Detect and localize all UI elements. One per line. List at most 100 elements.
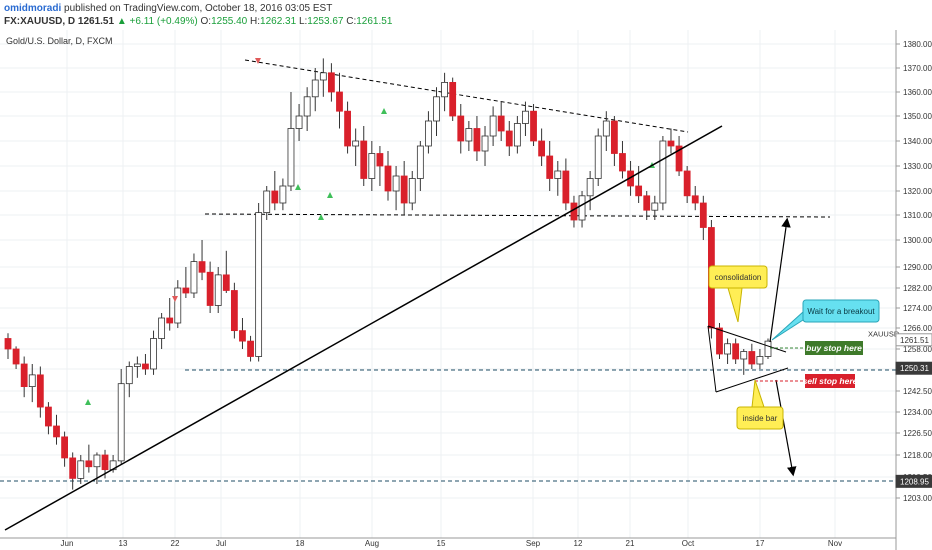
candle-body	[133, 363, 141, 367]
candle-body	[441, 82, 448, 98]
chart-title: Gold/U.S. Dollar, D, FXCM	[6, 36, 113, 46]
inside-bar-callout-tail	[751, 379, 765, 408]
triangle-lower	[715, 367, 789, 393]
candle-body	[117, 383, 125, 462]
price-badge	[895, 333, 932, 347]
candle-body	[716, 327, 723, 355]
candle-body	[263, 190, 271, 214]
candle-body	[748, 351, 756, 365]
candle-body	[4, 338, 12, 350]
time-tick-label: Oct	[682, 539, 695, 548]
candle-body	[505, 130, 513, 147]
candle-body	[12, 348, 20, 365]
time-tick-label: Jun	[61, 539, 74, 548]
publish-line: omidmoradi published on TradingView.com,…	[4, 3, 332, 14]
candle-body	[497, 115, 505, 132]
candle-body	[392, 175, 400, 192]
candle-body	[158, 317, 166, 339]
candle-body	[150, 338, 157, 370]
buy-stop-label-bg	[805, 341, 863, 355]
price-tick-label: 1266.00	[903, 324, 932, 333]
sell-signal-icon	[172, 296, 178, 302]
price-tick-label: 1226.50	[903, 429, 932, 438]
candle-body	[554, 170, 562, 179]
candle-body	[20, 363, 28, 388]
published-text: published on TradingView.com, October 18…	[64, 3, 333, 14]
candle-body	[319, 72, 327, 81]
candle-body	[578, 195, 586, 221]
consolidation-callout-tail	[727, 287, 743, 323]
price-axis[interactable]: 1380.00 1370.00 1360.00 1350.00 1340.00 1330.…	[895, 30, 932, 550]
breakout-callout-box	[802, 299, 880, 323]
sell-signal-icon	[255, 58, 261, 64]
buy-signal-icon	[327, 192, 333, 198]
candle-body	[328, 72, 335, 93]
price-tick-label: 1340.00	[903, 137, 932, 146]
candle-body	[222, 274, 230, 291]
price-badge	[895, 361, 932, 375]
candle-body	[287, 128, 295, 187]
price-tick-label: 1203.00	[903, 494, 932, 503]
candle-body	[643, 195, 651, 211]
candle-body	[546, 155, 554, 179]
candle-body	[125, 366, 133, 385]
open-label: O:	[200, 16, 212, 27]
candle-body	[93, 454, 101, 468]
candle-body	[295, 115, 303, 129]
change-up-icon: ▲	[116, 16, 127, 27]
ohlc-line: FX:XAUUSD, D 1261.51 ▲ +6.11 (+0.49%) O:…	[4, 16, 392, 27]
candle-body	[635, 185, 643, 197]
candle-body	[85, 460, 93, 468]
price-tick-label: 1310.00	[903, 211, 932, 220]
candle-body	[400, 175, 408, 204]
candle-body	[570, 202, 578, 221]
low-value: 1253.67	[307, 16, 344, 27]
time-tick-label: 15	[437, 539, 446, 548]
candle-body	[36, 374, 44, 408]
time-tick-label: 17	[756, 539, 765, 548]
candle-body	[352, 140, 360, 147]
breakout-up-arrow	[769, 217, 791, 343]
candle-body	[101, 454, 109, 471]
price-chart[interactable]: consolidation Wait for a breakout buy stop…	[0, 30, 932, 550]
candle-body	[247, 340, 254, 357]
price-tick-label: 1320.00	[903, 187, 932, 196]
candle-body	[61, 436, 68, 459]
candle-body	[756, 356, 764, 365]
time-tick-label: 12	[574, 539, 583, 548]
buy-signal-icon	[381, 108, 387, 114]
candlesticks	[4, 58, 772, 490]
open-value: 1255.40	[211, 16, 248, 27]
username[interactable]: omidmoradi	[4, 3, 62, 14]
candle-body	[465, 128, 473, 142]
breakdown-down-arrow	[775, 379, 797, 477]
chart-header: omidmoradi published on TradingView.com,…	[0, 0, 932, 30]
candle-body	[732, 343, 740, 360]
grid	[0, 30, 896, 538]
price-tick-label: 1218.00	[903, 451, 932, 460]
sell-stop-label-bg	[805, 374, 855, 388]
symbol-label: FX:XAUUSD, D	[4, 16, 76, 27]
annotation-text: inside bar	[743, 414, 778, 423]
candle-body	[659, 140, 667, 204]
annotation-text: consolidation	[715, 273, 762, 282]
close-value: 1261.51	[356, 16, 393, 27]
buy-signal-icon	[85, 399, 91, 405]
price-tick-label: 1360.00	[903, 88, 932, 97]
candle-body	[214, 274, 222, 306]
ascending-trendline	[4, 125, 723, 531]
candle-body	[425, 120, 432, 147]
candle-body	[740, 351, 748, 360]
candle-body	[69, 457, 77, 479]
candle-body	[610, 120, 618, 154]
drawings: consolidation Wait for a breakout buy stop…	[4, 125, 900, 531]
candle-body	[586, 178, 594, 197]
candle-body	[699, 202, 707, 228]
time-axis[interactable]: Jun 13 22 Jul 18 Aug 15 Sep 12 21 Oct 17 Nov	[0, 537, 896, 548]
high-label: H:	[250, 16, 261, 27]
time-tick-label: Jul	[216, 539, 226, 548]
candle-body	[230, 290, 238, 332]
price-tick-label: 1282.00	[903, 284, 932, 293]
candle-body	[433, 96, 440, 122]
annotation-text: buy stop here	[806, 343, 862, 353]
